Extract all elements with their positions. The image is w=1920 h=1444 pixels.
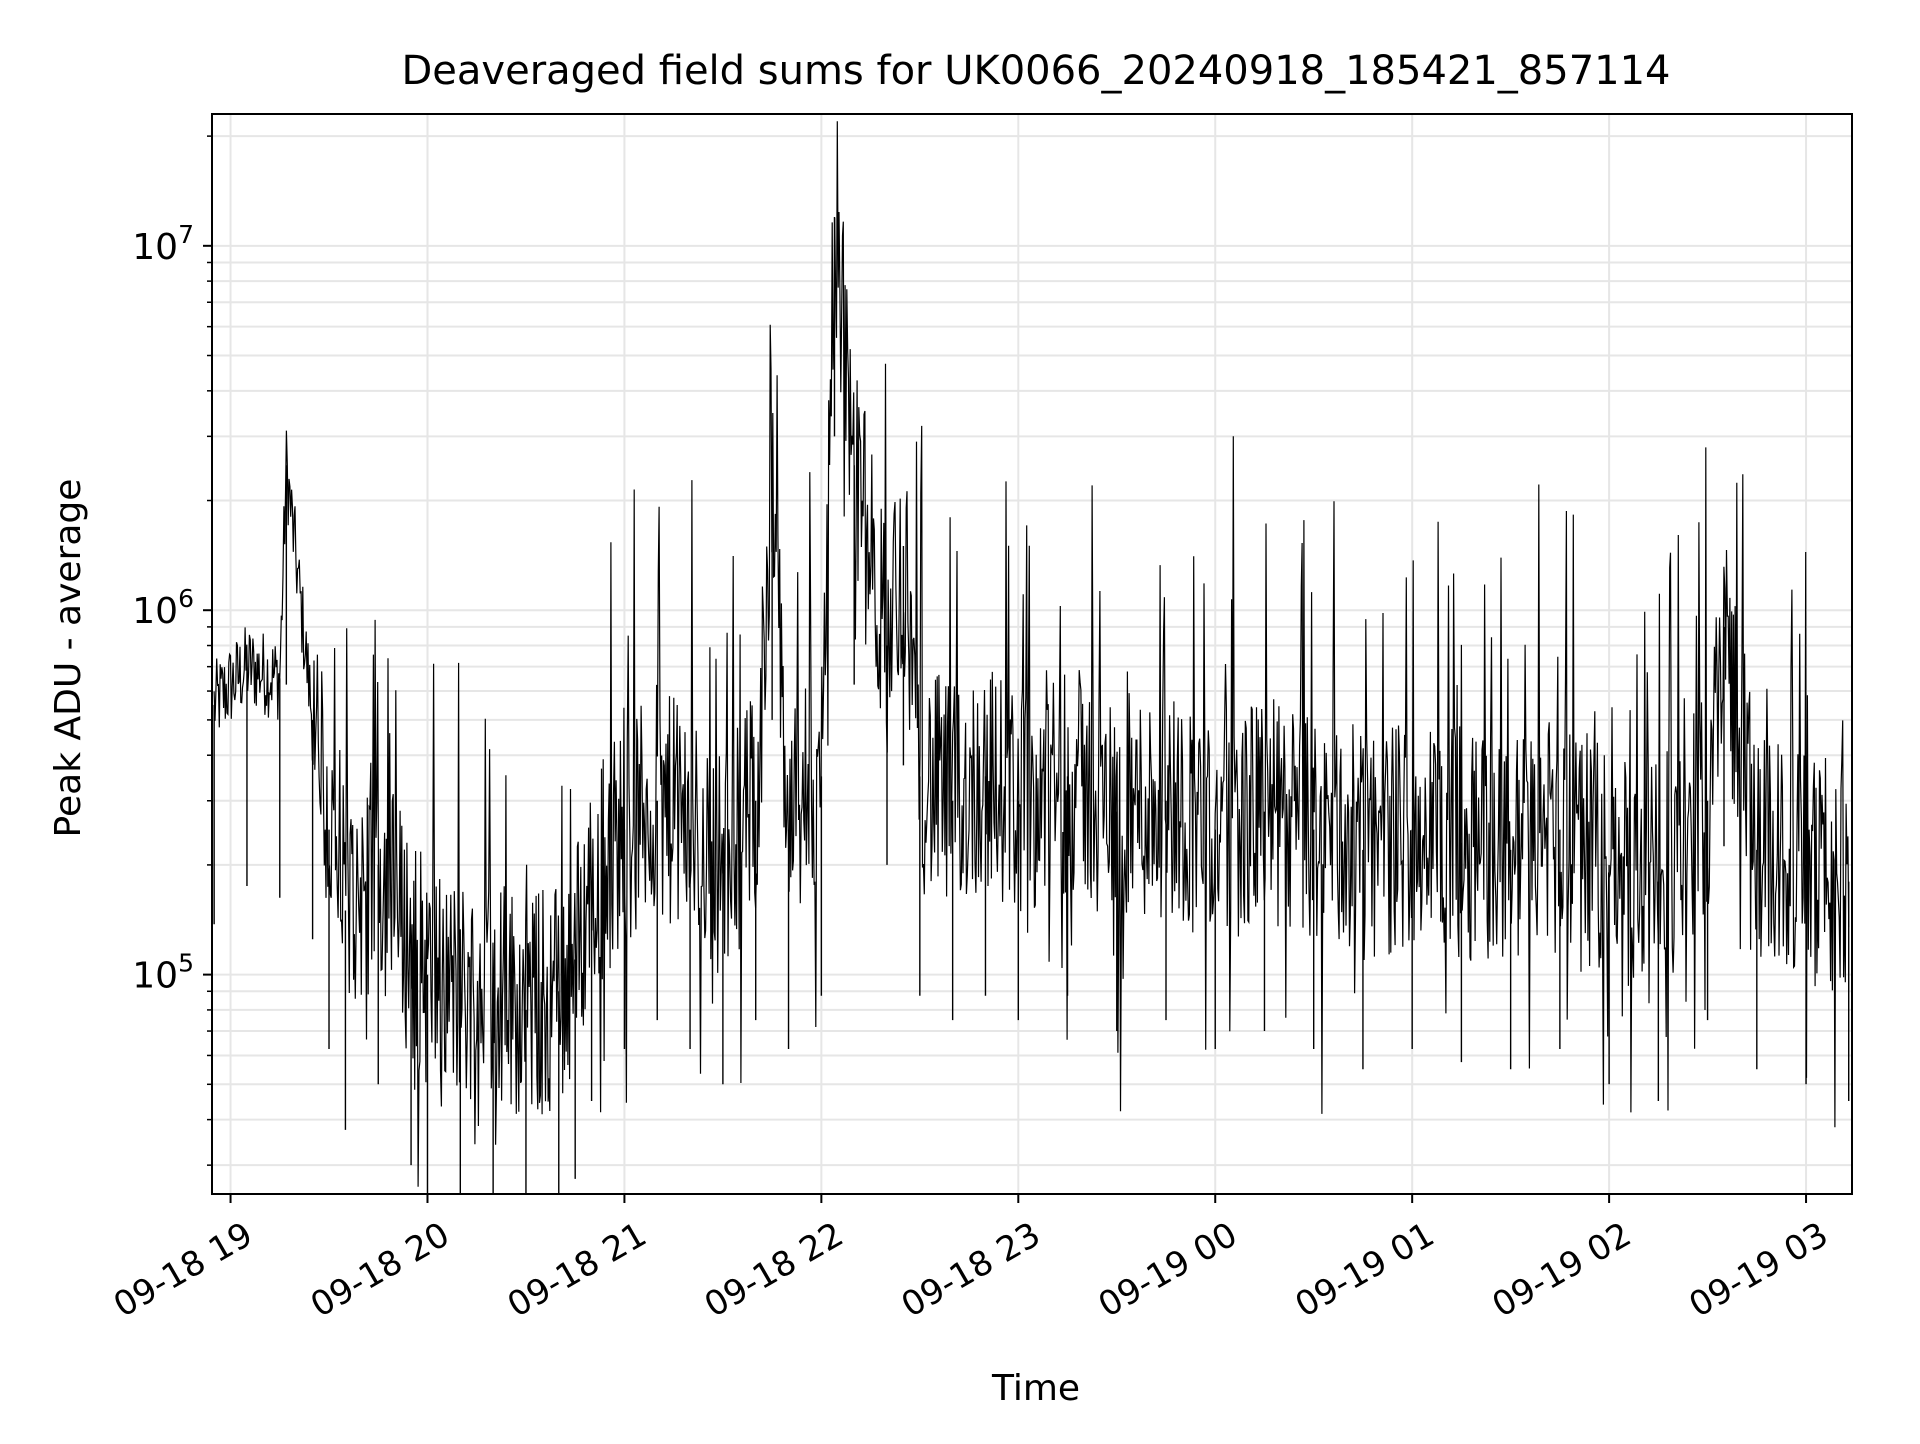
- y-tick-label: 105: [132, 949, 194, 997]
- x-axis-label: Time: [991, 1368, 1080, 1409]
- chart-title: Deaveraged field sums for UK0066_2024091…: [401, 48, 1670, 94]
- y-tick-label: 107: [132, 220, 194, 268]
- plot-frame: [211, 113, 1853, 1195]
- series-layer: [213, 121, 1850, 1194]
- series-line: [213, 121, 1850, 1187]
- y-axis-label: Peak ADU - average: [48, 479, 89, 838]
- y-tick-label: 106: [132, 584, 194, 632]
